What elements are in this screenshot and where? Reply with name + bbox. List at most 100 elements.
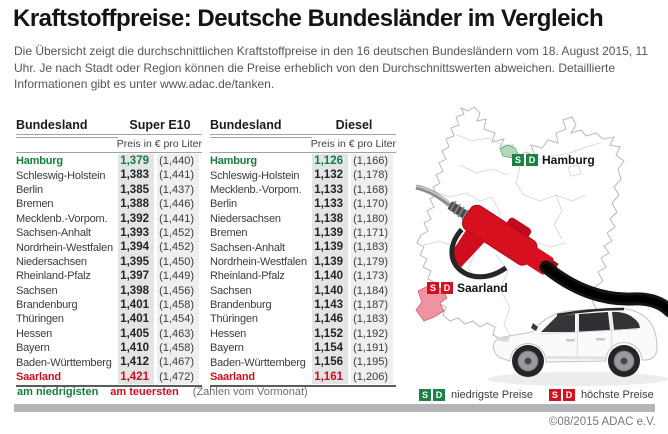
previous-month-cell: (1,191) [351,341,393,356]
table-row: Mecklenb.-Vorpom. 1,392 (1,441) [16,211,202,226]
bundesland-cell: Bayern [210,342,244,355]
bundesland-cell: Schleswig-Holstein [16,169,106,182]
price-cell: 1,401 [118,297,154,313]
price-cell: 1,410 [118,341,154,356]
map-label-text: Saarland [457,280,508,295]
bundesland-cell: Brandenburg [16,299,78,312]
bundesland-cell: Sachsen-Anhalt [16,227,91,240]
price-cell: 1,388 [118,197,154,212]
super-badge-icon: S [548,388,561,401]
table-row: Hamburg 1,379 (1,440) [16,154,202,169]
previous-month-cell: (1,450) [157,254,199,270]
bundesland-cell: Sachsen [210,284,252,297]
previous-month-cell: (1,452) [157,225,199,241]
germany-map-graphic [415,106,668,386]
table-subheader-row: Preis in € pro Liter [210,135,396,153]
price-cell: 1,133 [312,197,348,212]
map-label-text: Hamburg [542,152,595,167]
diesel-badge-icon: D [441,281,453,294]
previous-month-cell: (1,458) [157,297,199,313]
price-cell: 1,132 [312,168,348,183]
table-row: Hessen 1,405 (1,463) [16,326,202,342]
table-row: Bayern 1,154 (1,191) [210,341,396,356]
bundesland-cell: Nordrhein-Westfalen [16,241,113,254]
price-cell: 1,383 [118,168,154,183]
map-label-hamburg: S D Hamburg [512,151,595,169]
previous-month-cell: (1,187) [351,297,393,313]
bundesland-cell: Hessen [16,327,53,340]
fuel-column-header: Diesel [335,118,373,132]
table-row: Rheinland-Pfalz 1,397 (1,449) [16,269,202,284]
table-row: Nordrhein-Westfalen 1,139 (1,179) [210,254,396,270]
previous-month-cell: (1,178) [351,168,393,183]
bundesland-column-header: Bundesland [210,118,282,132]
table-row: Niedersachsen 1,138 (1,180) [210,211,396,226]
price-cell: 1,139 [312,254,348,270]
table-row: Thüringen 1,146 (1,183) [210,312,396,327]
price-cell: 1,161 [312,369,348,385]
price-cell: 1,140 [312,269,348,284]
previous-month-cell: (1,446) [157,197,199,212]
table-row: Hamburg 1,126 (1,166) [210,154,396,169]
bundesland-cell: Rheinland-Pfalz [16,270,91,283]
legend-highest-label: höchste Preise [580,388,654,401]
unit-label: Preis in € pro Liter [116,137,202,150]
price-cell: 1,394 [118,240,154,255]
bundesland-cell: Saarland [16,371,61,384]
bundesland-cell: Bayern [16,342,50,355]
price-cell: 1,126 [312,154,348,169]
bundesland-column-header: Bundesland [16,118,88,132]
table-row: Schleswig-Holstein 1,383 (1,441) [16,168,202,183]
price-cell: 1,412 [118,355,154,370]
diesel-badge-icon: D [562,388,575,401]
table-row: Baden-Württemberg 1,156 (1,195) [210,355,396,370]
price-cell: 1,398 [118,283,154,298]
previous-month-cell: (1,441) [157,168,199,183]
page-title: Kraftstoffpreise: Deutsche Bundesländer … [13,5,604,32]
bundesland-cell: Baden-Württemberg [210,356,306,369]
diesel-badge-icon: D [433,388,445,401]
map-label-saarland: S D Saarland [427,279,508,297]
previous-month-cell: (1,441) [157,211,199,226]
super-e10-table-body: Hamburg 1,379 (1,440) Schleswig-Holstein… [16,154,202,385]
previous-month-cell: (1,171) [351,225,393,241]
table-row: Baden-Württemberg 1,412 (1,467) [16,355,202,370]
bundesland-cell: Bremen [16,198,54,211]
previous-month-cell: (1,192) [351,326,393,342]
table-row: Schleswig-Holstein 1,132 (1,178) [210,168,396,183]
previous-month-cell: (1,168) [351,182,393,198]
bundesland-cell: Berlin [210,198,237,211]
table-row: Brandenburg 1,143 (1,187) [210,297,396,313]
copyright-text: ©08/2015 ADAC e.V. [548,416,656,428]
previous-month-cell: (1,456) [157,283,199,298]
unit-label: Preis in € pro Liter [310,137,396,150]
bundesland-cell: Sachsen-Anhalt [210,241,285,254]
table-row: Sachsen-Anhalt 1,393 (1,452) [16,225,202,241]
table-row: Nordrhein-Westfalen 1,394 (1,452) [16,240,202,255]
bundesland-cell: Baden-Württemberg [16,356,112,369]
diesel-badge-icon: D [526,153,538,166]
fuel-column-header: Super E10 [129,118,191,132]
table-row: Sachsen 1,140 (1,184) [210,283,396,298]
price-cell: 1,140 [312,283,348,298]
diesel-table-body: Hamburg 1,126 (1,166) Schleswig-Holstein… [210,154,396,385]
legend-lowest-label: niedrigste Preise [451,388,533,401]
bundesland-cell: Hamburg [210,155,257,168]
price-cell: 1,393 [118,225,154,241]
table-row: Bremen 1,388 (1,446) [16,197,202,212]
super-e10-table: Bundesland Super E10 Preis in € pro Lite… [16,112,202,388]
table-row: Rheinland-Pfalz 1,140 (1,173) [210,269,396,284]
table-subheader-row: Preis in € pro Liter [16,135,202,153]
bundesland-cell: Saarland [210,371,255,384]
price-cell: 1,385 [118,182,154,198]
bundesland-cell: Rheinland-Pfalz [210,270,285,283]
table-row: Mecklenb.-Vorpom. 1,133 (1,168) [210,182,396,198]
bundesland-cell: Niedersachsen [210,212,281,225]
price-cell: 1,143 [312,297,348,313]
bundesland-cell: Niedersachsen [16,255,87,268]
fuel-nozzle-icon [415,184,668,318]
price-cell: 1,395 [118,254,154,270]
price-cell: 1,138 [312,211,348,226]
price-cell: 1,405 [118,326,154,342]
